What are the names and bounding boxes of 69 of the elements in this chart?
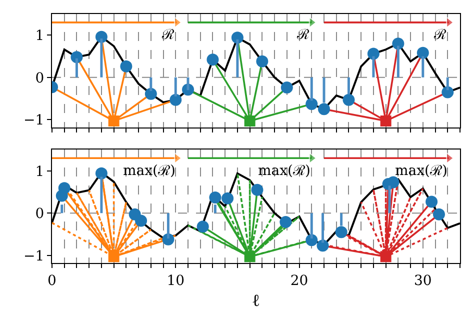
annotation: max(ℛ): [258, 163, 310, 179]
bar: [322, 213, 324, 243]
point: [342, 94, 355, 106]
point: [426, 196, 438, 208]
y-tick-label: 0: [35, 206, 44, 222]
bar: [75, 58, 78, 78]
point: [280, 216, 292, 228]
bar: [100, 176, 103, 214]
point: [58, 182, 70, 194]
x-tick-label: 10: [166, 272, 185, 289]
x-axis-title: ℓ: [252, 291, 260, 312]
annotation: max(ℛ): [123, 163, 176, 179]
point: [392, 38, 404, 50]
bar: [388, 186, 391, 214]
point: [432, 208, 445, 220]
y-tick-label: 1: [35, 28, 44, 44]
point: [387, 176, 400, 188]
bar: [347, 77, 350, 94]
x-tick-label: 30: [414, 272, 432, 289]
point: [380, 115, 392, 126]
point: [206, 54, 219, 66]
bar: [60, 204, 64, 214]
bar: [310, 77, 313, 101]
point: [316, 240, 329, 252]
bar: [174, 77, 177, 96]
point: [95, 167, 108, 180]
point: [244, 251, 256, 262]
y-tick-label: 0: [35, 70, 44, 86]
point: [144, 88, 157, 100]
bar: [310, 213, 313, 238]
y-tick-label: −1: [24, 112, 44, 129]
point: [222, 192, 234, 204]
bar: [166, 213, 170, 238]
x-tick-label: 20: [290, 272, 308, 289]
point: [196, 220, 209, 233]
point: [251, 184, 264, 196]
point: [256, 55, 268, 68]
point: [367, 48, 380, 60]
bar: [396, 46, 400, 78]
point: [209, 191, 222, 204]
annotation: max(ℛ): [395, 163, 448, 179]
y-tick-label: −1: [24, 248, 44, 264]
bar: [340, 213, 343, 226]
bar: [446, 77, 449, 90]
bar: [422, 56, 424, 78]
bar: [236, 39, 239, 78]
annotation: ℛ: [161, 27, 175, 43]
point: [380, 251, 392, 262]
point: [416, 46, 429, 59]
point: [135, 214, 148, 227]
point: [280, 82, 293, 94]
point: [108, 251, 120, 262]
bar: [150, 77, 152, 91]
annotation: ℛ: [433, 27, 447, 43]
point: [335, 226, 348, 238]
point: [306, 98, 318, 110]
point: [442, 86, 454, 98]
point: [120, 60, 132, 72]
bar: [100, 38, 103, 78]
point: [244, 115, 256, 126]
y-tick-label: 1: [35, 164, 44, 180]
point: [318, 103, 330, 116]
x-tick-label: 0: [48, 272, 56, 289]
point: [170, 94, 182, 106]
point: [108, 115, 120, 126]
bar: [372, 56, 375, 78]
point: [231, 32, 244, 44]
bar: [214, 204, 216, 214]
annotation: ℛ: [296, 27, 310, 43]
